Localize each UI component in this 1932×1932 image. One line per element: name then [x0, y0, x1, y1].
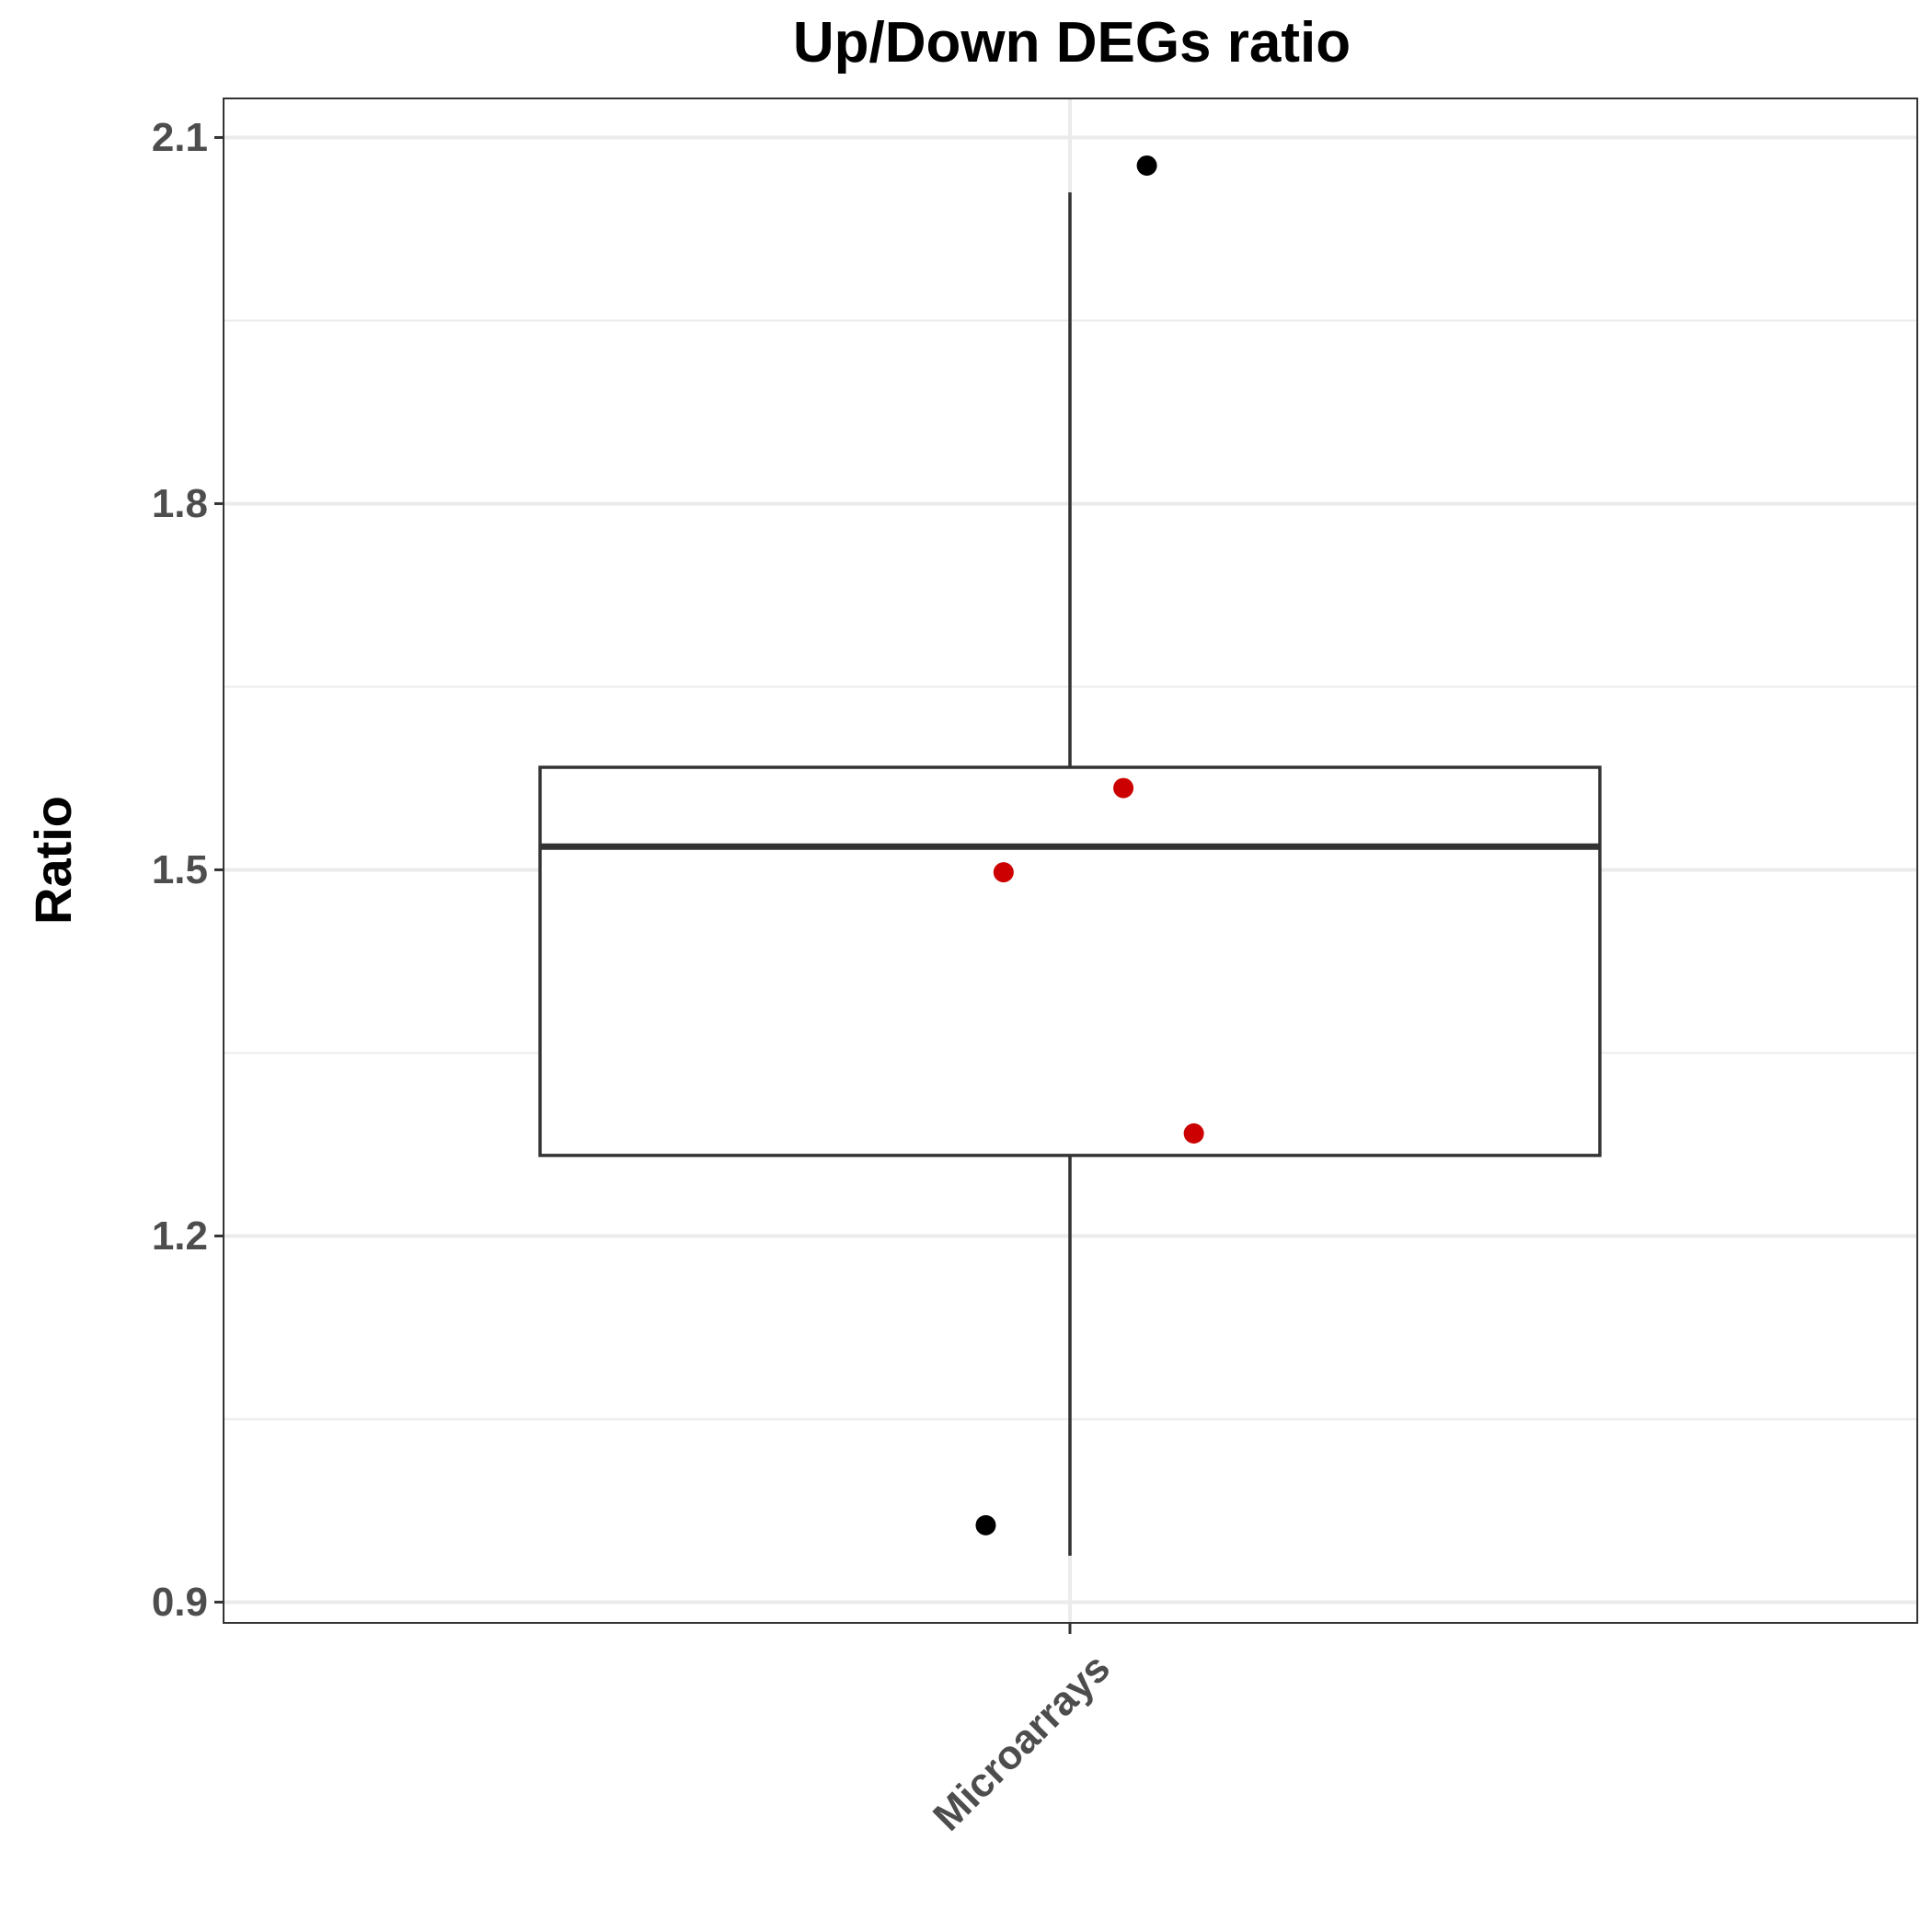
- data-points: [975, 155, 1204, 1535]
- data-point: [993, 862, 1014, 883]
- data-point: [1113, 777, 1134, 799]
- y-tick-label: 1.2: [152, 1213, 208, 1259]
- data-point: [975, 1514, 996, 1535]
- boxplot: [538, 192, 1602, 1557]
- y-tick-label: 1.8: [152, 481, 208, 526]
- data-point: [1136, 155, 1157, 176]
- y-tick-label: 2.1: [152, 115, 208, 160]
- data-point: [1183, 1123, 1204, 1144]
- box-iqr: [538, 765, 1602, 1157]
- y-tick-label: 1.5: [152, 847, 208, 892]
- y-axis-label: Ratio: [24, 796, 82, 925]
- y-tick-label: 0.9: [152, 1580, 208, 1625]
- x-tick-label: Microarrays: [925, 1645, 1119, 1839]
- chart-title: Up/Down DEGs ratio: [793, 11, 1351, 75]
